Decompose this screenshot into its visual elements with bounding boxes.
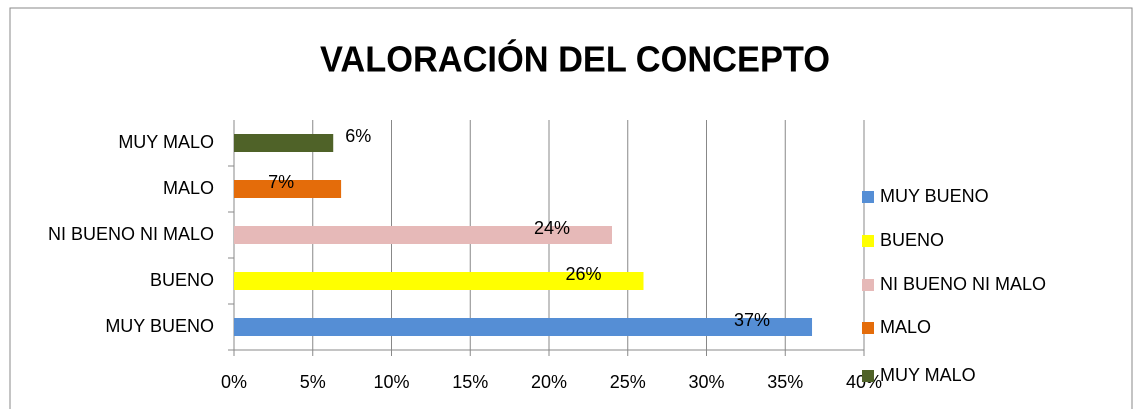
value-label: 37%	[734, 310, 770, 330]
bar	[234, 272, 644, 290]
x-tick-label: 35%	[767, 372, 803, 392]
y-tick-label: NI BUENO NI MALO	[48, 224, 214, 244]
legend-swatch	[862, 370, 874, 382]
y-tick-label: MALO	[163, 178, 214, 198]
legend-label: MUY MALO	[880, 365, 976, 385]
legend-swatch	[862, 235, 874, 247]
bar	[234, 318, 813, 336]
x-tick-label: 20%	[531, 372, 567, 392]
x-tick-label: 15%	[452, 372, 488, 392]
value-label: 26%	[565, 264, 601, 284]
legend-swatch	[862, 279, 874, 291]
legend-label: MUY BUENO	[880, 186, 989, 206]
value-label: 24%	[534, 218, 570, 238]
y-tick-label: MUY MALO	[118, 132, 214, 152]
chart-title: VALORACIÓN DEL CONCEPTO	[320, 38, 830, 80]
legend-label: BUENO	[880, 230, 944, 250]
legend-label: MALO	[880, 317, 931, 337]
x-tick-label: 5%	[300, 372, 326, 392]
legend-swatch	[862, 322, 874, 334]
y-tick-label: MUY BUENO	[105, 316, 214, 336]
bar	[234, 226, 612, 244]
x-tick-label: 0%	[221, 372, 247, 392]
bar	[234, 134, 334, 152]
value-label: 7%	[268, 172, 294, 192]
legend-label: NI BUENO NI MALO	[880, 274, 1046, 294]
bar	[234, 180, 342, 198]
x-tick-label: 10%	[373, 372, 409, 392]
chart-frame	[9, 7, 1133, 409]
x-tick-label: 25%	[610, 372, 646, 392]
x-tick-label: 30%	[688, 372, 724, 392]
y-tick-label: BUENO	[150, 270, 214, 290]
value-label: 6%	[345, 126, 371, 146]
legend-swatch	[862, 191, 874, 203]
